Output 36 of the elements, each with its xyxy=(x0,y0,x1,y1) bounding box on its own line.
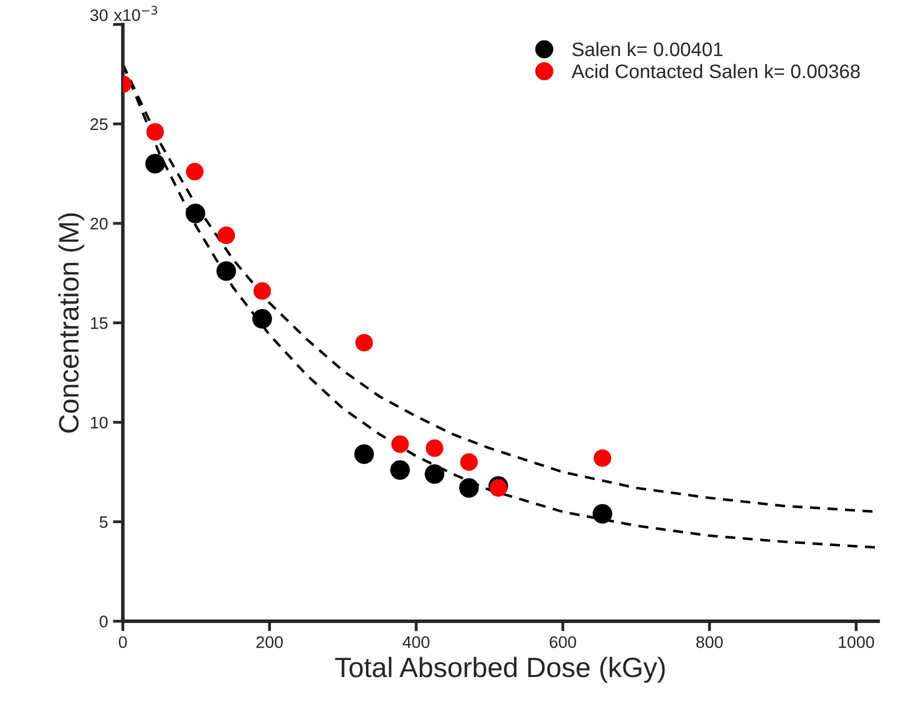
point xyxy=(390,460,410,480)
point xyxy=(355,334,373,352)
point xyxy=(459,478,479,498)
point xyxy=(391,435,409,453)
x-tick-label: 400 xyxy=(402,636,430,648)
point xyxy=(592,504,612,524)
y-tick-label: 0 xyxy=(100,616,108,628)
point xyxy=(594,449,612,467)
x-tick-label: 200 xyxy=(256,636,283,648)
x-tick-label: 1000 xyxy=(838,636,874,648)
legend-label: Salen k= 0.00401 xyxy=(572,42,722,56)
point xyxy=(426,439,444,457)
point xyxy=(145,154,165,174)
point xyxy=(216,261,236,281)
point xyxy=(186,204,206,224)
point xyxy=(186,162,204,180)
y-tick-label: 5 xyxy=(100,516,108,528)
y-axis-title: Concentration (M) xyxy=(58,213,84,433)
point xyxy=(253,282,271,300)
y-tick-label: 20 xyxy=(90,218,108,230)
y-tick-label: 25 xyxy=(90,118,108,130)
text: x10$^{−3}$ xyxy=(114,6,158,22)
y-tick-label: 30 xyxy=(90,9,108,22)
y-tick-label: 10 xyxy=(91,416,108,428)
x-axis-title: Total Absorbed Dose (kGy) xyxy=(335,656,665,683)
point xyxy=(217,226,236,244)
point xyxy=(146,123,164,141)
y-tick-label: 15 xyxy=(91,317,108,330)
legend-label: Acid Contacted Salen k= 0.00368 xyxy=(572,64,860,78)
x-tick-label: 600 xyxy=(550,636,576,648)
point xyxy=(460,453,478,471)
point xyxy=(424,464,444,484)
x-tick-label: 800 xyxy=(696,636,723,648)
point xyxy=(252,309,272,329)
point xyxy=(354,444,374,464)
x-tick-label: 0 xyxy=(118,636,127,648)
